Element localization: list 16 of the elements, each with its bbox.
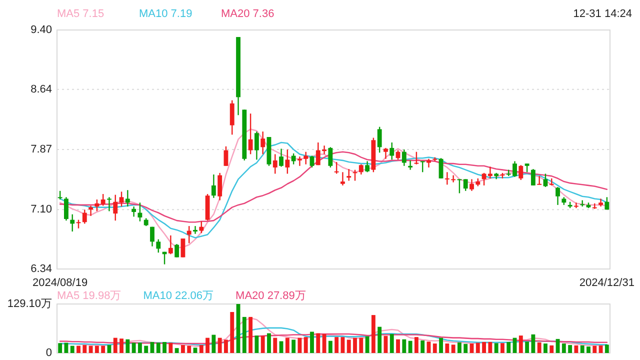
y-tick-label: 9.40	[30, 24, 52, 36]
y-tick-label: 0	[46, 346, 52, 359]
y-tick-label: 129.10万	[7, 298, 52, 310]
text: MA20 7.36	[221, 8, 274, 20]
x-tick-label: 2024/12/31	[579, 277, 634, 289]
y-tick-label: 7.87	[30, 143, 52, 156]
text: 12-31 14:24	[573, 8, 632, 20]
text: MA5 7.15	[57, 8, 104, 20]
text: MA10 22.06万	[143, 290, 214, 302]
text: MA10 7.19	[139, 8, 192, 20]
text: MA5 19.98万	[57, 290, 122, 302]
y-tick-label: 7.10	[30, 204, 52, 216]
text: MA20 27.89万	[236, 290, 306, 302]
x-tick-label: 2024/08/19	[32, 277, 88, 289]
y-tick-label: 8.64	[30, 83, 52, 96]
y-tick-label: 6.34	[30, 262, 52, 275]
